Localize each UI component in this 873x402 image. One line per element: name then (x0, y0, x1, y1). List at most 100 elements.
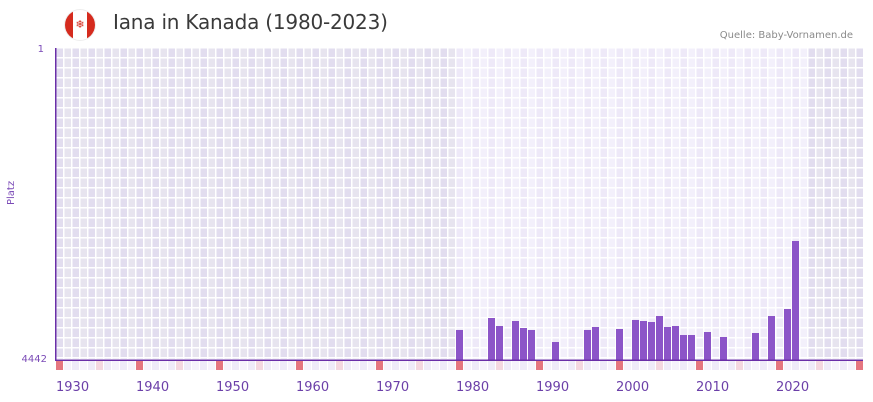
bar-2002 (632, 320, 639, 360)
x-axis-line (55, 359, 863, 361)
year-marker (680, 361, 687, 370)
year-marker (368, 361, 375, 370)
bar-2004 (648, 322, 655, 360)
bar-2011 (704, 332, 711, 360)
year-marker (256, 361, 263, 370)
year-marker (520, 361, 527, 370)
bar-1997 (592, 327, 599, 360)
year-marker (688, 361, 695, 370)
year-marker (400, 361, 407, 370)
x-tick-1980: 1980 (456, 380, 489, 395)
year-marker (128, 361, 135, 370)
y-axis-line (55, 48, 57, 360)
year-marker (504, 361, 511, 370)
year-marker (360, 361, 367, 370)
year-marker (576, 361, 583, 370)
bar-1980 (456, 330, 463, 360)
year-marker (656, 361, 663, 370)
year-marker (632, 361, 639, 370)
year-marker (648, 361, 655, 370)
x-tick-2020: 2020 (776, 380, 809, 395)
year-marker (848, 361, 855, 370)
year-marker (600, 361, 607, 370)
chart-title: Iana in Kanada (1980-2023) (113, 10, 388, 34)
year-marker (160, 361, 167, 370)
year-marker (608, 361, 615, 370)
year-marker (104, 361, 111, 370)
bar-2003 (640, 321, 647, 360)
year-marker (728, 361, 735, 370)
year-marker (216, 361, 223, 370)
bar-1989 (528, 330, 535, 360)
year-marker (704, 361, 711, 370)
year-marker (408, 361, 415, 370)
year-marker (696, 361, 703, 370)
year-marker (352, 361, 359, 370)
year-marker (472, 361, 479, 370)
year-marker (752, 361, 759, 370)
x-tick-1960: 1960 (296, 380, 329, 395)
year-marker (496, 361, 503, 370)
year-marker (744, 361, 751, 370)
bar-2019 (768, 316, 775, 360)
year-marker (448, 361, 455, 370)
bar-1988 (520, 328, 527, 360)
year-marker (816, 361, 823, 370)
year-marker (328, 361, 335, 370)
year-marker (480, 361, 487, 370)
bar-1996 (584, 330, 591, 360)
year-marker (200, 361, 207, 370)
year-marker (544, 361, 551, 370)
year-marker (664, 361, 671, 370)
year-marker (144, 361, 151, 370)
year-marker (432, 361, 439, 370)
year-marker (832, 361, 839, 370)
year-marker (296, 361, 303, 370)
year-marker (824, 361, 831, 370)
year-marker (392, 361, 399, 370)
year-marker (592, 361, 599, 370)
year-marker (208, 361, 215, 370)
year-marker (344, 361, 351, 370)
year-marker (624, 361, 631, 370)
bar-2022 (792, 241, 799, 360)
year-marker (552, 361, 559, 370)
x-tick-2000: 2000 (616, 380, 649, 395)
year-marker (712, 361, 719, 370)
year-marker (536, 361, 543, 370)
year-marker (672, 361, 679, 370)
year-marker (280, 361, 287, 370)
year-marker (96, 361, 103, 370)
x-tick-1930: 1930 (56, 380, 89, 395)
year-marker (456, 361, 463, 370)
bar-2021 (784, 309, 791, 360)
year-marker (856, 361, 863, 370)
x-tick-1970: 1970 (376, 380, 409, 395)
year-marker (240, 361, 247, 370)
year-marker (112, 361, 119, 370)
year-marker (64, 361, 71, 370)
year-marker (232, 361, 239, 370)
x-tick-1990: 1990 (536, 380, 569, 395)
year-marker (72, 361, 79, 370)
y-tick-top: 1 (37, 44, 44, 55)
year-marker (776, 361, 783, 370)
year-marker (192, 361, 199, 370)
year-marker (168, 361, 175, 370)
year-marker (424, 361, 431, 370)
year-marker (488, 361, 495, 370)
year-marker (248, 361, 255, 370)
bar-2006 (664, 327, 671, 360)
bar-2008 (680, 335, 687, 360)
source-credit: Quelle: Baby-Vornamen.de (719, 30, 853, 41)
year-marker (736, 361, 743, 370)
bar-1992 (552, 342, 559, 360)
year-marker (808, 361, 815, 370)
year-marker (320, 361, 327, 370)
year-marker (304, 361, 311, 370)
bar-1984 (488, 318, 495, 360)
bar-2009 (688, 335, 695, 360)
year-marker (88, 361, 95, 370)
year-marker (176, 361, 183, 370)
bar-1985 (496, 326, 503, 360)
